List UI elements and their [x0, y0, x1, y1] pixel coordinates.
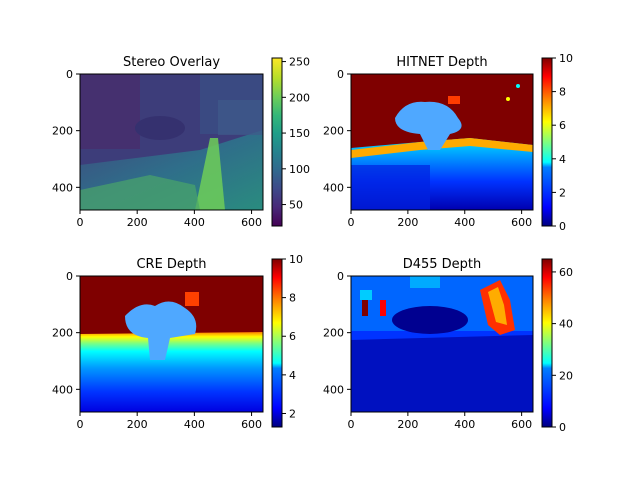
y-tick-label: 200	[323, 125, 344, 138]
colorbar-tick-label: 0	[559, 220, 566, 233]
x-tick-label: 400	[454, 418, 475, 431]
y-tick-label: 200	[52, 125, 73, 138]
colorbar-tick-label: 40	[559, 318, 573, 331]
axes-frame	[350, 275, 534, 413]
colorbar-tick-label: 4	[289, 369, 296, 382]
x-tick-label: 200	[127, 216, 148, 229]
colorbar-tick-label: 200	[289, 91, 310, 104]
colorbar-frame	[541, 57, 553, 227]
x-tick-label: 0	[348, 418, 355, 431]
colorbar-frame	[271, 258, 283, 428]
x-tick-label: 200	[397, 418, 418, 431]
x-tick-label: 600	[511, 418, 532, 431]
colorbar-frame	[541, 258, 553, 428]
colorbar-tick-label: 150	[289, 127, 310, 140]
x-tick-label: 200	[397, 216, 418, 229]
colorbar-tick-label: 6	[559, 119, 566, 132]
d455-depth-image	[351, 276, 533, 412]
panel-title: D455 Depth	[403, 257, 482, 272]
x-tick-label: 600	[241, 216, 262, 229]
colorbar-tick-label: 10	[559, 52, 573, 65]
x-tick-label: 600	[241, 418, 262, 431]
colorbar	[542, 259, 552, 427]
colorbar-tick-label: 2	[559, 186, 566, 199]
y-tick-label: 0	[66, 68, 73, 81]
x-tick-label: 200	[127, 418, 148, 431]
colorbar-tick-label: 50	[289, 199, 303, 212]
y-tick-label: 400	[52, 383, 73, 396]
axes-frame	[79, 275, 264, 413]
y-tick-label: 200	[52, 327, 73, 340]
stereo-overlay-image	[80, 74, 263, 210]
colorbar-tick-label: 2	[289, 407, 296, 420]
colorbar	[542, 58, 552, 226]
colorbar-tick-label: 60	[559, 266, 573, 279]
y-tick-label: 400	[323, 181, 344, 194]
x-tick-label: 0	[77, 216, 84, 229]
x-tick-label: 400	[184, 418, 205, 431]
colorbar-tick-label: 8	[289, 292, 296, 305]
y-tick-label: 200	[323, 327, 344, 340]
y-tick-label: 400	[52, 181, 73, 194]
colorbar-frame	[271, 57, 283, 227]
cre-depth-image	[80, 276, 263, 412]
x-tick-label: 0	[348, 216, 355, 229]
y-tick-label: 400	[323, 383, 344, 396]
colorbar-tick-label: 4	[559, 153, 566, 166]
colorbar-tick-label: 10	[289, 253, 303, 266]
y-tick-label: 0	[66, 270, 73, 283]
y-tick-label: 0	[337, 68, 344, 81]
colorbar-tick-label: 20	[559, 369, 573, 382]
colorbar-tick-label: 0	[559, 421, 566, 434]
panel-title: HITNET Depth	[396, 55, 487, 70]
x-tick-label: 400	[454, 216, 475, 229]
colorbar-tick-label: 100	[289, 163, 310, 176]
colorbar-tick-label: 8	[559, 86, 566, 99]
x-tick-label: 600	[511, 216, 532, 229]
axes-frame	[79, 73, 264, 211]
x-tick-label: 0	[77, 418, 84, 431]
panel-title: CRE Depth	[136, 257, 206, 272]
x-tick-label: 400	[184, 216, 205, 229]
axes-frame	[350, 73, 534, 211]
panel-title: Stereo Overlay	[123, 55, 220, 70]
colorbar-tick-label: 6	[289, 330, 296, 343]
colorbar	[272, 58, 282, 226]
hitnet-depth-image	[351, 74, 533, 210]
colorbar-tick-label: 250	[289, 56, 310, 69]
colorbar	[272, 259, 282, 427]
y-tick-label: 0	[337, 270, 344, 283]
